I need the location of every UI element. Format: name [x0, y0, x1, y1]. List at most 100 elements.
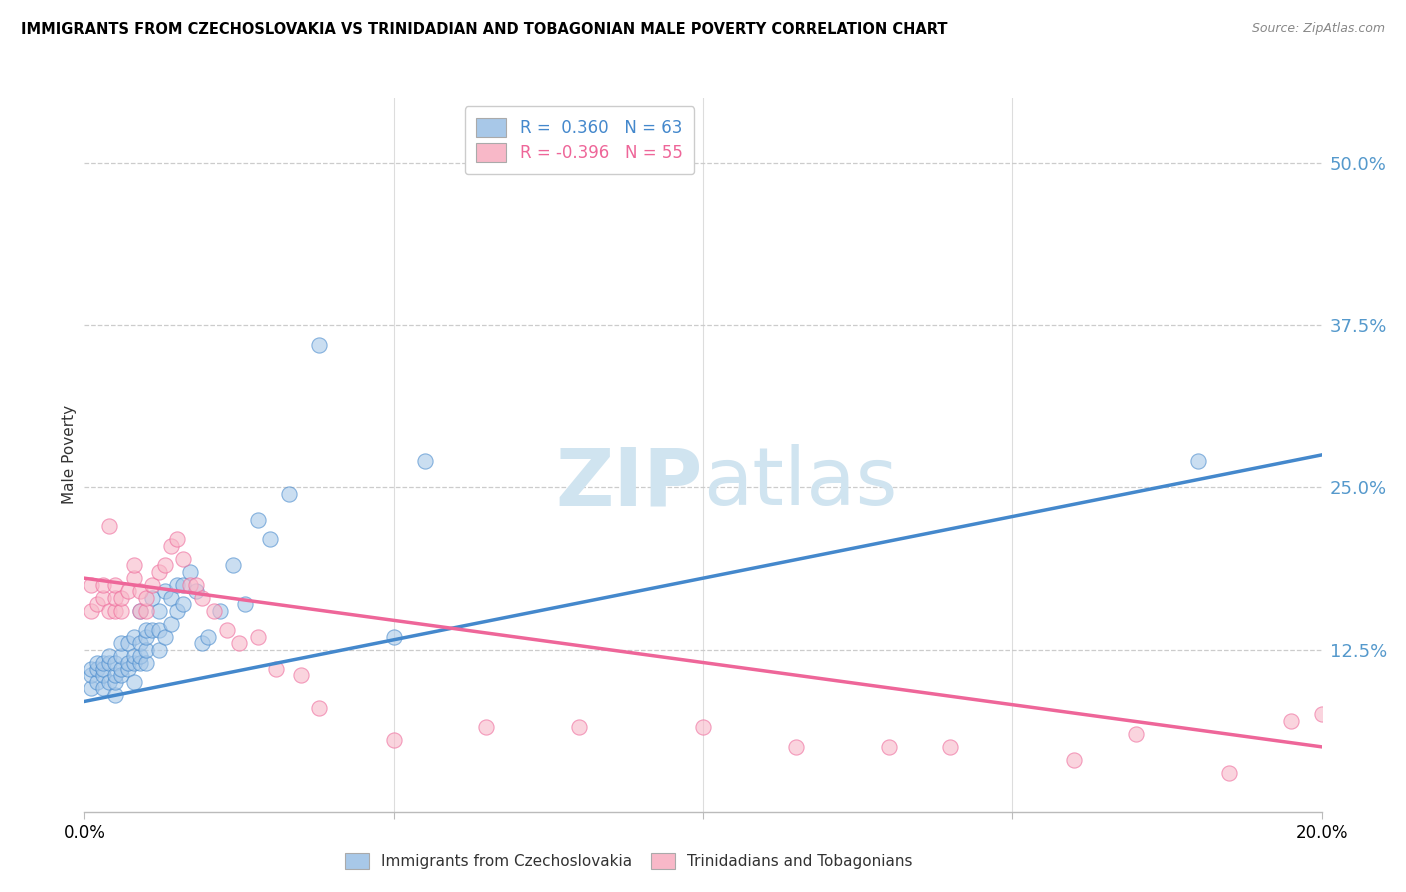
Point: [135, 591, 157, 605]
Point: [104, 591, 127, 605]
Text: ZIP: ZIP: [555, 444, 703, 523]
Point: [122, 656, 145, 670]
Point: [382, 733, 405, 747]
Point: [91, 662, 114, 676]
Point: [179, 565, 201, 579]
Point: [215, 623, 238, 637]
Point: [141, 623, 163, 637]
Point: [172, 577, 194, 591]
Point: [141, 591, 163, 605]
Point: [939, 739, 962, 754]
Point: [98, 648, 121, 663]
Point: [153, 558, 176, 573]
Point: [1310, 707, 1333, 722]
Point: [141, 577, 163, 591]
Point: [110, 591, 132, 605]
Point: [122, 648, 145, 663]
Point: [117, 662, 139, 676]
Point: [104, 675, 127, 690]
Point: [382, 630, 405, 644]
Point: [91, 656, 114, 670]
Point: [129, 604, 152, 618]
Point: [179, 577, 201, 591]
Point: [91, 668, 114, 682]
Text: Source: ZipAtlas.com: Source: ZipAtlas.com: [1251, 22, 1385, 36]
Point: [308, 701, 330, 715]
Point: [110, 604, 132, 618]
Point: [148, 604, 170, 618]
Point: [160, 539, 183, 553]
Point: [110, 648, 132, 663]
Point: [122, 571, 145, 585]
Point: [129, 648, 152, 663]
Point: [117, 656, 139, 670]
Point: [104, 688, 127, 702]
Point: [110, 636, 132, 650]
Point: [692, 720, 714, 734]
Point: [122, 558, 145, 573]
Point: [122, 630, 145, 644]
Point: [98, 656, 121, 670]
Point: [148, 565, 170, 579]
Point: [110, 668, 132, 682]
Point: [233, 597, 256, 611]
Point: [91, 577, 114, 591]
Point: [475, 720, 498, 734]
Point: [153, 630, 176, 644]
Point: [877, 739, 900, 754]
Legend: Immigrants from Czechoslovakia, Trinidadians and Tobagonians: Immigrants from Czechoslovakia, Trinidad…: [339, 847, 920, 875]
Point: [1063, 753, 1085, 767]
Point: [1218, 765, 1240, 780]
Point: [166, 577, 188, 591]
Point: [191, 636, 214, 650]
Point: [104, 577, 127, 591]
Point: [191, 591, 214, 605]
Point: [86, 675, 108, 690]
Point: [148, 642, 170, 657]
Point: [110, 662, 132, 676]
Point: [172, 551, 194, 566]
Point: [246, 630, 269, 644]
Point: [160, 591, 183, 605]
Point: [1279, 714, 1302, 728]
Y-axis label: Male Poverty: Male Poverty: [62, 405, 77, 505]
Point: [91, 681, 114, 696]
Point: [79, 577, 101, 591]
Point: [79, 668, 101, 682]
Point: [129, 584, 152, 599]
Point: [135, 642, 157, 657]
Point: [129, 604, 152, 618]
Point: [308, 337, 330, 351]
Point: [129, 656, 152, 670]
Point: [202, 604, 225, 618]
Point: [264, 662, 287, 676]
Point: [98, 604, 121, 618]
Point: [135, 656, 157, 670]
Point: [117, 636, 139, 650]
Point: [104, 656, 127, 670]
Point: [148, 623, 170, 637]
Point: [117, 584, 139, 599]
Text: atlas: atlas: [703, 444, 897, 523]
Point: [228, 636, 250, 650]
Point: [98, 519, 121, 533]
Point: [104, 604, 127, 618]
Point: [135, 604, 157, 618]
Point: [209, 604, 232, 618]
Point: [172, 597, 194, 611]
Point: [79, 662, 101, 676]
Point: [79, 681, 101, 696]
Point: [166, 533, 188, 547]
Point: [1187, 454, 1209, 468]
Point: [259, 533, 281, 547]
Point: [290, 668, 312, 682]
Point: [184, 577, 207, 591]
Point: [413, 454, 436, 468]
Text: IMMIGRANTS FROM CZECHOSLOVAKIA VS TRINIDADIAN AND TOBAGONIAN MALE POVERTY CORREL: IMMIGRANTS FROM CZECHOSLOVAKIA VS TRINID…: [21, 22, 948, 37]
Point: [197, 630, 219, 644]
Point: [86, 662, 108, 676]
Point: [1125, 727, 1147, 741]
Point: [91, 591, 114, 605]
Point: [246, 513, 269, 527]
Point: [122, 675, 145, 690]
